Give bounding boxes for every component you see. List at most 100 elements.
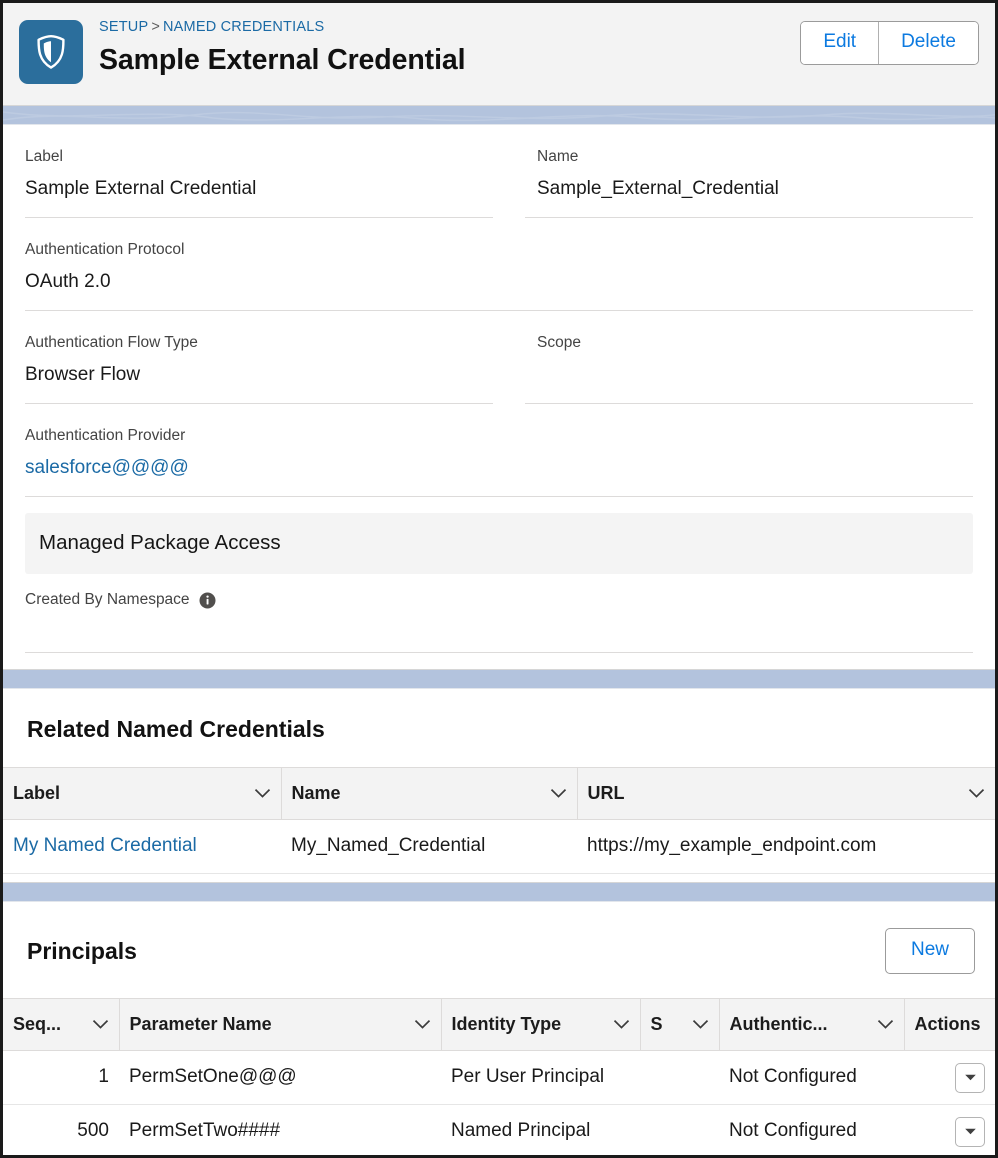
cell-url: https://my_example_endpoint.com: [577, 819, 995, 874]
field-authentication-protocol-caption: Authentication Protocol: [25, 241, 185, 258]
breadcrumb-setup[interactable]: SETUP: [99, 19, 149, 35]
column-header-name[interactable]: Name: [280, 767, 577, 820]
column-header-parameter-name-text: Parameter Name: [129, 1014, 272, 1034]
field-row-auth-protocol: Authentication Protocol OAuth 2.0: [19, 218, 979, 310]
column-header-actions-text: Actions: [914, 1014, 981, 1034]
cell-sequence: 500: [3, 1104, 119, 1155]
cell-sequence: 1: [3, 1050, 119, 1105]
cell-s: [640, 1050, 719, 1105]
field-authentication-protocol-value: OAuth 2.0: [25, 271, 111, 292]
related-named-credentials-card: Related Named Credentials Label: [3, 689, 995, 882]
cell-identity-type: Per User Principal: [441, 1050, 640, 1105]
field-authentication-provider-caption: Authentication Provider: [25, 427, 186, 444]
chevron-down-icon[interactable]: [968, 788, 985, 799]
field-divider-full-2: [25, 496, 973, 497]
field-authentication-provider-value[interactable]: salesforce@@@@: [25, 457, 189, 478]
breadcrumb-named-credentials[interactable]: NAMED CREDENTIALS: [163, 19, 325, 35]
related-named-credentials-table: Label Name: [3, 767, 995, 874]
created-by-namespace-label-row: Created By Namespace: [25, 590, 973, 610]
field-divider: [19, 217, 979, 218]
info-icon[interactable]: [199, 592, 216, 609]
breadcrumb-separator: >: [151, 19, 161, 35]
field-divider-full: [25, 310, 973, 311]
column-header-s[interactable]: S: [639, 998, 719, 1051]
cell-actions: [904, 1104, 995, 1155]
section-divider-band: [3, 105, 995, 125]
field-label-caption: Label: [25, 148, 63, 165]
field-authentication-flow-type-value: Browser Flow: [25, 364, 141, 385]
cell-identity-type: Named Principal: [441, 1104, 640, 1155]
managed-package-access-section: Managed Package Access: [25, 513, 973, 574]
field-row-label-name: Label Sample External Credential Name Sa…: [19, 125, 979, 217]
table-header-row: Label Name: [3, 767, 995, 820]
field-empty-right-1: [499, 218, 979, 310]
column-header-name-text: Name: [291, 783, 341, 803]
column-header-sequence[interactable]: Seq...: [3, 998, 119, 1051]
new-principal-button[interactable]: New: [884, 928, 975, 974]
column-header-s-text: S: [650, 1014, 663, 1034]
chevron-down-icon[interactable]: [613, 1019, 630, 1030]
field-scope: Scope: [499, 311, 979, 403]
section-divider-band-2: [3, 669, 995, 689]
field-scope-caption: Scope: [537, 334, 581, 351]
field-row-auth-provider: Authentication Provider salesforce@@@@: [19, 404, 979, 496]
principals-card: Principals New Seq...: [3, 902, 995, 1155]
page-header: SETUP > NAMED CREDENTIALS Sample External …: [3, 3, 995, 105]
cell-parameter-name: PermSetTwo####: [119, 1104, 441, 1155]
table-row: My Named Credential My_Named_Credential …: [3, 819, 995, 874]
field-row-flow-scope: Authentication Flow Type Browser Flow Sc…: [19, 311, 979, 403]
column-header-identity-type[interactable]: Identity Type: [440, 998, 640, 1051]
chevron-down-icon[interactable]: [877, 1019, 894, 1030]
breadcrumb: SETUP > NAMED CREDENTIALS: [99, 18, 800, 36]
column-header-url-text: URL: [587, 783, 625, 803]
row-actions-menu[interactable]: [955, 1116, 985, 1147]
column-header-identity-type-text: Identity Type: [451, 1014, 562, 1034]
detail-panel: Label Sample External Credential Name Sa…: [3, 125, 995, 669]
field-name-value: Sample_External_Credential: [537, 178, 779, 199]
chevron-down-icon[interactable]: [254, 788, 271, 799]
table-header-row: Seq... Parameter Name: [3, 998, 995, 1051]
column-header-authentication-status-text: Authentic...: [729, 1014, 828, 1034]
field-created-by-namespace: Created By Namespace: [19, 574, 979, 652]
edit-button[interactable]: Edit: [801, 22, 879, 64]
header-actions: Edit Delete: [800, 21, 979, 65]
column-header-parameter-name[interactable]: Parameter Name: [118, 998, 441, 1051]
field-name: Name Sample_External_Credential: [499, 125, 979, 217]
column-header-authentication-status[interactable]: Authentic...: [718, 998, 904, 1051]
managed-package-divider: [25, 652, 973, 653]
field-divider-2: [19, 403, 979, 404]
table-row: 1 PermSetOne@@@ Per User Principal Not C…: [3, 1050, 995, 1105]
field-authentication-protocol: Authentication Protocol OAuth 2.0: [19, 218, 499, 310]
row-actions-menu[interactable]: [955, 1062, 985, 1093]
cell-label[interactable]: My Named Credential: [3, 819, 281, 874]
principals-title: Principals: [27, 938, 137, 964]
column-header-label[interactable]: Label: [3, 767, 281, 820]
column-header-url[interactable]: URL: [576, 767, 995, 820]
table-row: 500 PermSetTwo#### Named Principal Not C…: [3, 1104, 995, 1155]
chevron-down-icon[interactable]: [92, 1019, 109, 1030]
shield-icon: [19, 20, 83, 84]
field-authentication-flow-type-caption: Authentication Flow Type: [25, 334, 198, 351]
field-label: Label Sample External Credential: [19, 125, 499, 217]
managed-package-access-title: Managed Package Access: [39, 531, 281, 554]
cell-actions: [904, 1050, 995, 1105]
delete-button[interactable]: Delete: [878, 22, 978, 64]
column-header-actions: Actions: [903, 998, 995, 1051]
chevron-down-icon[interactable]: [550, 788, 567, 799]
cell-authentication-status: Not Configured: [719, 1050, 904, 1105]
page-title: Sample External Credential: [99, 44, 466, 76]
created-by-namespace-value: [25, 610, 973, 652]
field-authentication-flow-type: Authentication Flow Type Browser Flow: [19, 311, 499, 403]
header-text: SETUP > NAMED CREDENTIALS Sample External …: [99, 17, 800, 79]
chevron-down-icon[interactable]: [414, 1019, 431, 1030]
chevron-down-icon[interactable]: [692, 1019, 709, 1030]
created-by-namespace-caption: Created By Namespace: [25, 591, 190, 608]
related-named-credentials-header: Related Named Credentials: [3, 689, 995, 767]
field-name-caption: Name: [537, 148, 579, 165]
principals-header: Principals New: [3, 902, 995, 998]
header-button-group: Edit Delete: [800, 21, 979, 65]
field-label-value: Sample External Credential: [25, 178, 257, 199]
section-divider-band-3: [3, 882, 995, 902]
cell-s: [640, 1104, 719, 1155]
